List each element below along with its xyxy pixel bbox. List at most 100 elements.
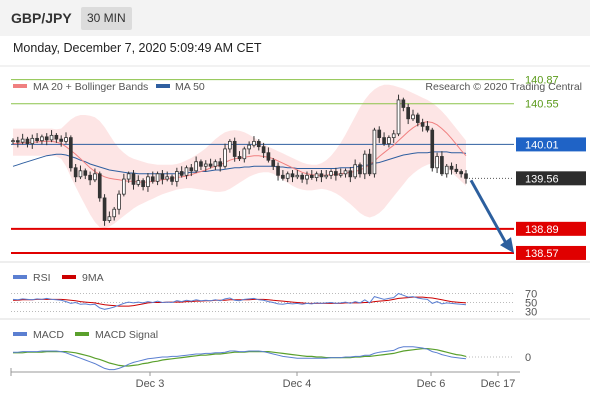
support-tag: [516, 245, 586, 260]
candle: [295, 174, 300, 178]
candle: [49, 134, 54, 141]
candle: [78, 170, 83, 178]
credit-text: Research © 2020 Trading Central: [425, 81, 582, 93]
legend-ma20-swatch: [13, 84, 27, 88]
legend-rsi-ma-swatch: [62, 275, 76, 279]
rsi-level-label: 70: [525, 289, 537, 301]
candle: [199, 161, 203, 167]
candle: [242, 148, 247, 160]
candle: [348, 170, 353, 178]
candle: [387, 137, 391, 145]
candle: [102, 197, 107, 221]
candle: [377, 129, 382, 139]
rsi-level-label: 30: [525, 307, 537, 319]
timeframe-button[interactable]: 30 MIN: [81, 7, 132, 30]
legend-rsi-ma-label: 9MA: [82, 272, 104, 284]
candle: [68, 137, 73, 169]
x-axis-labels: Dec 3 Dec 4 Dec 6 Dec 17: [10, 368, 515, 390]
candle: [189, 167, 194, 172]
candle: [30, 137, 35, 145]
candle: [334, 171, 338, 176]
price-panel: 140.87 140.55 140.01 139.56 138.89 138.57: [11, 75, 586, 260]
support-label: 138.57: [525, 248, 559, 260]
candle: [454, 168, 459, 172]
candle: [112, 208, 117, 218]
candle: [25, 138, 30, 145]
legend-rsi-label: RSI: [33, 272, 51, 284]
candle: [430, 129, 435, 169]
candle: [276, 165, 280, 176]
candle: [271, 159, 276, 167]
candle: [59, 138, 64, 142]
candle: [401, 99, 406, 108]
macd-panel: 0: [13, 346, 531, 371]
legend-macd-signal-swatch: [75, 332, 89, 336]
candle: [261, 146, 266, 154]
forecast-arrow-head: [500, 237, 514, 254]
pivot-label: 140.01: [525, 139, 559, 151]
candle: [464, 173, 468, 179]
candle: [97, 173, 102, 199]
candle: [425, 125, 430, 131]
candle: [40, 136, 44, 142]
candle: [324, 174, 329, 178]
ma50-line: [12, 151, 467, 175]
candle: [391, 133, 396, 139]
candle: [223, 148, 227, 167]
candle: [20, 138, 25, 143]
last-price-tag: [516, 171, 586, 186]
candle: [136, 180, 141, 185]
candle: [372, 129, 377, 175]
rsi-level-label: 50: [525, 298, 537, 310]
candle: [232, 140, 237, 157]
macd-zero-label: 0: [525, 352, 531, 364]
candle: [382, 137, 386, 145]
candle: [228, 140, 232, 150]
candle: [266, 152, 271, 161]
candle: [107, 216, 112, 221]
candle: [203, 163, 208, 167]
candle: [35, 137, 39, 142]
candle: [459, 171, 464, 175]
candle: [88, 174, 92, 181]
candle: [444, 165, 449, 175]
candle: [247, 144, 251, 150]
legend-macd-signal-label: MACD Signal: [95, 329, 158, 341]
candle: [141, 180, 145, 188]
legend-macd-swatch: [13, 332, 27, 336]
candle: [194, 161, 198, 172]
candle: [165, 176, 170, 180]
candle: [396, 99, 401, 135]
macd-signal-line: [13, 348, 467, 367]
candle: [411, 114, 415, 120]
candle: [309, 174, 314, 178]
x-tick-label: Dec 3: [136, 378, 165, 390]
candle: [170, 176, 174, 182]
rsi-ma-line: [13, 296, 467, 307]
candle: [305, 174, 309, 180]
candle: [218, 161, 223, 167]
candle: [420, 122, 425, 127]
candle: [362, 153, 367, 175]
candle: [184, 167, 189, 176]
candle: [435, 156, 439, 169]
candle: [440, 156, 444, 175]
forecast-arrow: [469, 179, 508, 244]
candle: [237, 156, 242, 160]
candle: [338, 173, 343, 176]
resistance-label: 140.55: [525, 99, 559, 111]
candle: [358, 164, 362, 175]
x-tick-label: Dec 4: [283, 378, 312, 390]
candle: [300, 174, 304, 180]
candle: [93, 173, 97, 181]
pivot-tag: [516, 137, 586, 152]
candle: [213, 161, 218, 167]
candle: [64, 137, 68, 142]
x-tick-label: Dec 6: [417, 378, 446, 390]
candle: [73, 167, 78, 178]
top-bar: GBP/JPY 30 MIN: [0, 0, 590, 36]
candle: [126, 173, 131, 180]
candle: [329, 171, 333, 176]
